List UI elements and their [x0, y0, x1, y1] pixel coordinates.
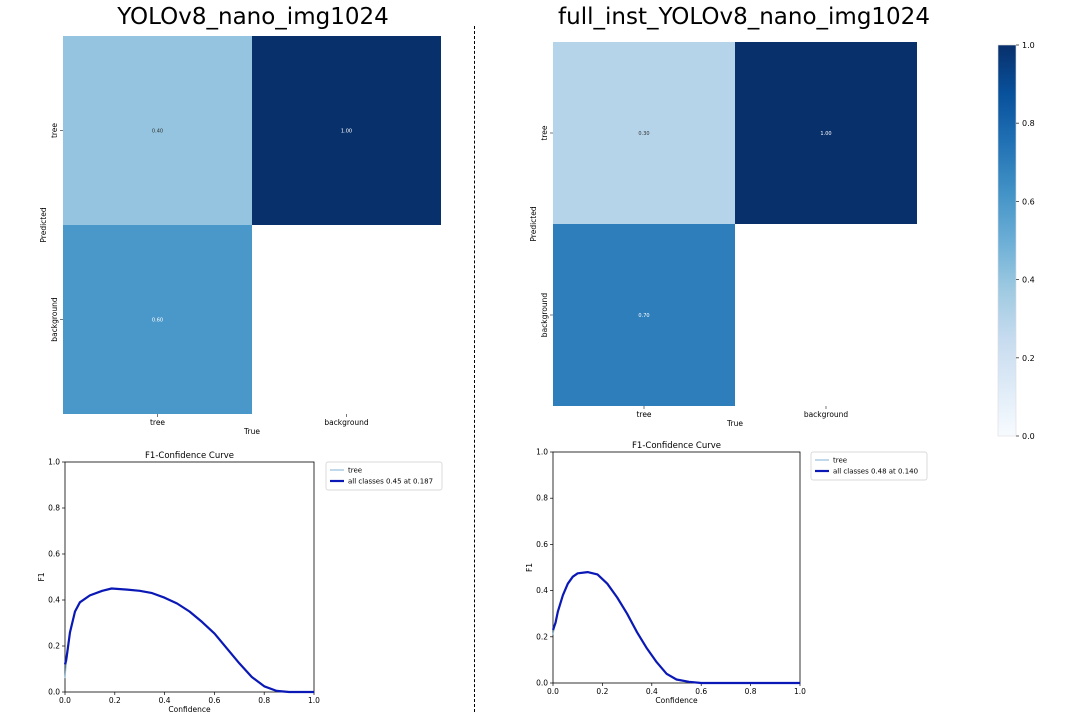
- chart-title: F1-Confidence Curve: [145, 451, 234, 461]
- y-tick-label: 0.2: [48, 642, 60, 651]
- heatmap-cell-tree-tree: [553, 42, 735, 224]
- divider-line: [474, 26, 475, 712]
- chart-title: F1-Confidence Curve: [632, 441, 721, 451]
- heatmap-cell-tree-background: [252, 36, 441, 225]
- x-tick-label: 0.8: [258, 696, 270, 705]
- x-tick-label: 0.6: [695, 687, 707, 696]
- y-tick-label: 0.8: [48, 504, 60, 513]
- y-tick-label: 0.0: [536, 679, 548, 688]
- heatmap-cell-label: 1.00: [820, 131, 831, 137]
- x-tick-label: 0.4: [159, 696, 171, 705]
- series-line-1: [551, 571, 800, 685]
- legend-box: [325, 461, 443, 491]
- colorbar-tick-label: 1.0: [1022, 41, 1035, 50]
- x-axis-label: Confidence: [168, 705, 211, 712]
- y-tick-label: 1.0: [536, 448, 548, 457]
- colorbar-tick-label: 0.6: [1022, 197, 1035, 206]
- right-title: full_inst_YOLOv8_nano_img1024: [558, 4, 930, 30]
- x-tick-label-background: background: [324, 418, 369, 427]
- legend-box: [810, 451, 928, 481]
- x-tick-label: 0.2: [109, 696, 121, 705]
- x-tick-label: 1.0: [794, 687, 806, 696]
- heatmap-cell-label: 0.40: [152, 129, 163, 135]
- colorbar-tick-label: 0.4: [1022, 276, 1035, 285]
- x-axis-label: Confidence: [655, 696, 698, 705]
- heatmap-cell-label: 0.70: [638, 313, 649, 319]
- heatmap-cell-label: 0.30: [638, 131, 649, 137]
- plot-area: [552, 451, 801, 684]
- plot-area: [64, 461, 315, 693]
- y-tick-label: 0.4: [536, 586, 548, 595]
- heatmap-cell-label: 0.60: [152, 318, 163, 324]
- y-tick-label-tree: tree: [50, 123, 59, 138]
- y-tick-label: 0.6: [536, 540, 548, 549]
- colorbar-tick-label: 0.8: [1022, 119, 1035, 128]
- heatmap-cell-background-tree: [553, 224, 735, 406]
- colorbar-tick-label: 0.0: [1022, 432, 1035, 441]
- y-tick-label-background: background: [540, 293, 549, 338]
- y-tick-label-tree: tree: [540, 125, 549, 140]
- left-title: YOLOv8_nano_img1024: [117, 4, 389, 30]
- x-tick-label: 0.4: [646, 687, 658, 696]
- x-tick-label-tree: tree: [150, 418, 165, 427]
- heatmap-cell-tree-background: [735, 42, 917, 224]
- heatmap-cell-background-tree: [63, 225, 252, 414]
- series-line-1: [63, 587, 314, 694]
- y-axis-label: F1: [37, 572, 46, 581]
- heatmap-cell-tree-tree: [63, 36, 252, 225]
- y-tick-label: 0.0: [48, 688, 60, 697]
- x-tick-label: 0.8: [745, 687, 757, 696]
- y-axis-label: F1: [525, 563, 534, 572]
- y-tick-label: 0.4: [48, 596, 60, 605]
- x-tick-label: 0.0: [59, 696, 71, 705]
- legend-label: tree: [833, 457, 847, 465]
- legend-label: all classes 0.48 at 0.140: [833, 468, 918, 476]
- y-tick-label: 1.0: [48, 458, 60, 467]
- y-tick-label: 0.8: [536, 494, 548, 503]
- heatmap-ylabel: Predicted: [39, 207, 48, 242]
- heatmap-xlabel: True: [726, 419, 743, 428]
- x-tick-label: 0.2: [596, 687, 608, 696]
- x-tick-label-background: background: [804, 410, 849, 419]
- legend-label: all classes 0.45 at 0.187: [348, 478, 433, 486]
- x-tick-label: 0.0: [547, 687, 559, 696]
- x-tick-label: 1.0: [308, 696, 320, 705]
- x-tick-label-tree: tree: [636, 410, 651, 419]
- y-tick-label: 0.6: [48, 550, 60, 559]
- heatmap-xlabel: True: [243, 427, 260, 436]
- heatmap-cell-label: 1.00: [341, 129, 352, 135]
- legend-label: tree: [348, 467, 362, 475]
- colorbar: [998, 45, 1016, 436]
- x-tick-label: 0.6: [208, 696, 220, 705]
- y-tick-label-background: background: [50, 297, 59, 342]
- y-tick-label: 0.2: [536, 632, 548, 641]
- colorbar-tick-label: 0.2: [1022, 354, 1035, 363]
- heatmap-ylabel: Predicted: [529, 206, 538, 241]
- colorbar-frame: [997, 44, 1017, 437]
